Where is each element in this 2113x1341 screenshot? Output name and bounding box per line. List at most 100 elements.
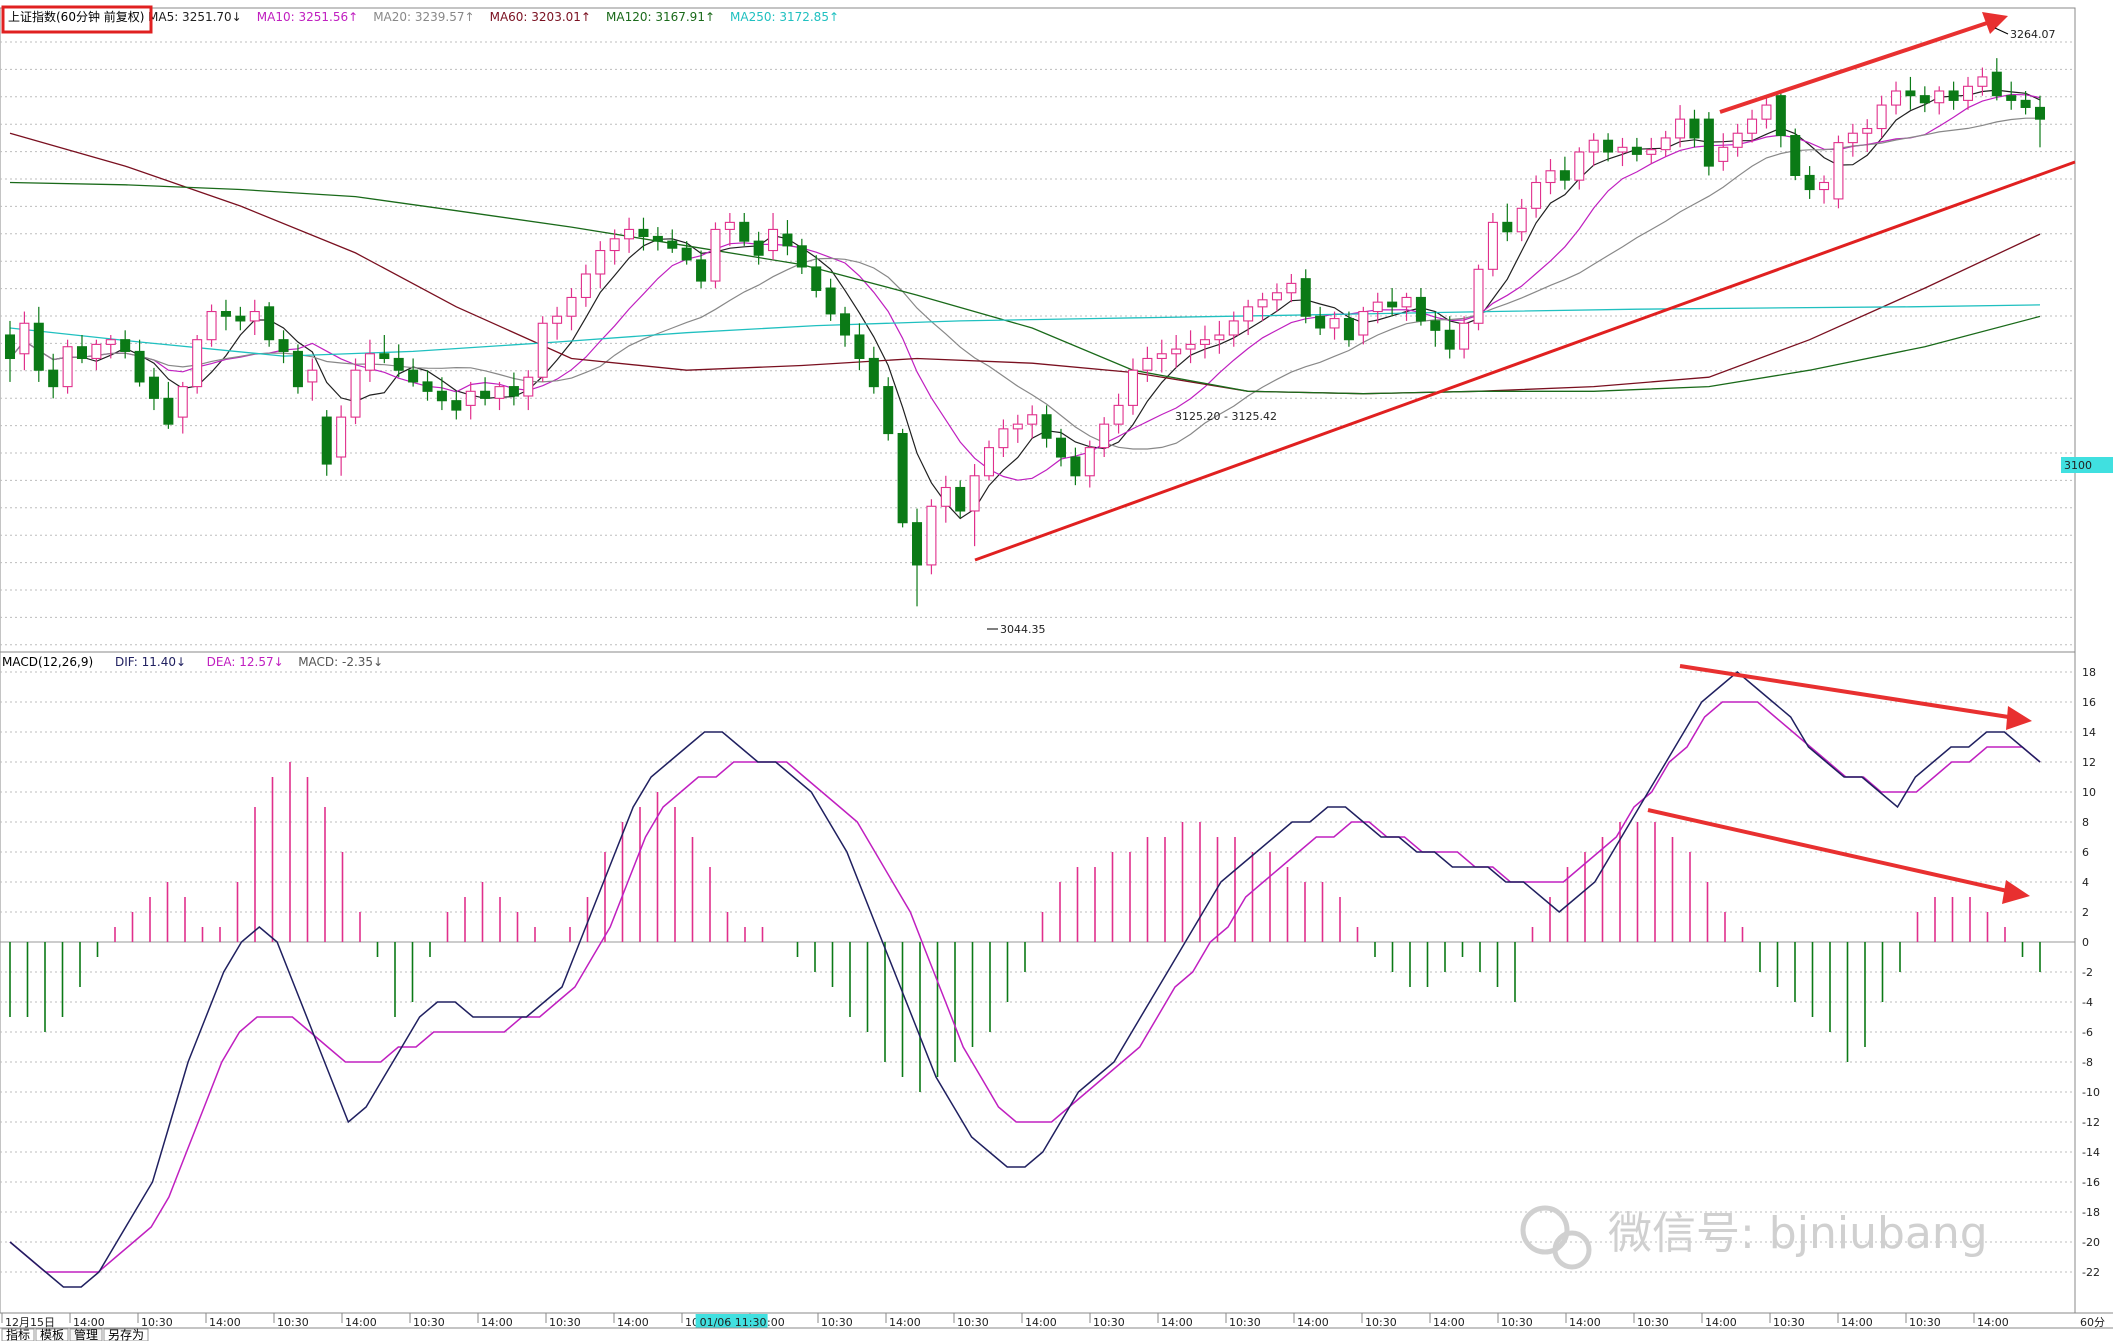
candle-up: [1027, 414, 1038, 425]
candle-down: [1055, 437, 1067, 458]
candle-down: [1775, 95, 1786, 137]
candle-down: [1070, 456, 1081, 477]
price-marker: [2061, 457, 2113, 473]
macd-y-tick: -10: [2082, 1086, 2100, 1099]
candle-down: [1905, 90, 1916, 97]
candle-down: [652, 235, 663, 242]
candle-up: [1833, 142, 1844, 200]
x-tick-label: 10:30: [413, 1316, 445, 1329]
candle-up: [1588, 139, 1599, 153]
x-tick-label: 10:30: [277, 1316, 309, 1329]
legend-ma60: MA60: 3203.01↑: [490, 10, 591, 24]
candle-up: [1531, 181, 1542, 209]
candle-up: [1127, 369, 1138, 406]
x-tick-label: 10:30: [549, 1316, 581, 1329]
candle-up: [1876, 104, 1887, 130]
candle-up: [1646, 149, 1657, 155]
tab-label[interactable]: 指标: [6, 1327, 30, 1341]
price-marker-label: 3100: [2064, 459, 2092, 472]
tab-1[interactable]: [35, 1328, 69, 1341]
dif-arrow-head: [2006, 706, 2032, 730]
candle-up: [768, 228, 779, 252]
candles: [4, 58, 2046, 607]
legend-ma120: MA120: 3167.91↑: [606, 10, 715, 24]
candle-up: [1675, 118, 1686, 139]
candle-up: [91, 343, 102, 360]
tab-2[interactable]: [69, 1328, 103, 1341]
x-tick-label: 10:30: [1773, 1316, 1805, 1329]
ma120-line: [9, 181, 2041, 395]
candle-down: [1790, 135, 1801, 177]
title-highlight-box: [1, 5, 153, 34]
macd-y-tick: 8: [2082, 816, 2089, 829]
candle-down: [436, 390, 447, 402]
candle-up: [1747, 118, 1758, 134]
candle-down: [1430, 320, 1441, 331]
candle-down: [422, 381, 433, 392]
candle-up: [1228, 320, 1239, 336]
candle-down: [638, 228, 649, 238]
candle-down: [1343, 318, 1354, 341]
candle-down: [1703, 118, 1714, 167]
candle-up: [1286, 282, 1297, 294]
wechat-icon-small: [1552, 1230, 1592, 1270]
candle-up: [1761, 104, 1772, 120]
tab-label[interactable]: 另存为: [108, 1328, 144, 1341]
annotation-drawings: [974, 12, 2076, 904]
candle-down: [1991, 71, 2002, 97]
candle-up: [566, 296, 577, 317]
ma5-line: [9, 89, 2041, 520]
macd-histogram: [9, 762, 2041, 1092]
candle-up: [624, 228, 635, 240]
moving-average-lines: [9, 89, 2041, 520]
tab-label[interactable]: 管理: [74, 1327, 98, 1341]
candle-down: [1919, 95, 1930, 104]
candle-down: [451, 400, 462, 411]
candle-up: [595, 249, 606, 275]
candle-up: [1819, 181, 1830, 191]
candle-down: [696, 259, 707, 282]
tab-label[interactable]: 模板: [40, 1328, 64, 1341]
candle-down: [1804, 174, 1815, 191]
candle-down: [753, 240, 764, 256]
bottom-tabs: 指标 模板 管理 另存为: [0, 1327, 2113, 1341]
x-tick-label: 10:30: [1909, 1316, 1941, 1329]
ma250-line: [9, 304, 2041, 357]
wechat-icon: [1520, 1205, 1570, 1255]
candle-down: [1603, 139, 1614, 153]
macd-y-tick: 6: [2082, 846, 2089, 859]
legend-ma10: MA10: 3251.56↑: [257, 10, 358, 24]
candle-down: [2006, 95, 2017, 101]
candle-up: [1617, 146, 1628, 153]
x-tick-label: 14:00: [1433, 1316, 1465, 1329]
candle-up: [19, 322, 30, 355]
candle-up: [206, 310, 217, 341]
candle-down: [1300, 278, 1311, 317]
legend-ma250: MA250: 3172.85↑: [730, 10, 839, 24]
candle-down: [681, 247, 692, 261]
candle-up: [1214, 334, 1225, 341]
candle-down: [1041, 414, 1052, 439]
candle-up: [1257, 299, 1268, 308]
candle-down: [1502, 221, 1513, 233]
hist-divergence-arrow: [1647, 808, 2013, 894]
candle-down: [321, 416, 332, 465]
tab-3[interactable]: [103, 1328, 149, 1341]
low-annotation: 3044.35: [1000, 623, 1046, 636]
x-tick-label: 12月15日: [5, 1316, 55, 1329]
macd-y-tick: 18: [2082, 666, 2096, 679]
candle-up: [1516, 207, 1527, 233]
macd-lines: [9, 671, 2041, 1288]
candle-down: [1559, 170, 1570, 181]
candle-down: [739, 221, 750, 242]
candle-up: [1401, 296, 1412, 308]
candle-up: [710, 228, 721, 282]
candle-down: [48, 369, 59, 388]
candle-up: [1171, 348, 1182, 355]
tab-0[interactable]: [1, 1328, 35, 1341]
candle-down: [134, 350, 145, 383]
candle-down: [825, 287, 836, 315]
candle-up: [523, 376, 534, 397]
candle-up: [1113, 404, 1124, 425]
dea-line: [9, 701, 2041, 1273]
